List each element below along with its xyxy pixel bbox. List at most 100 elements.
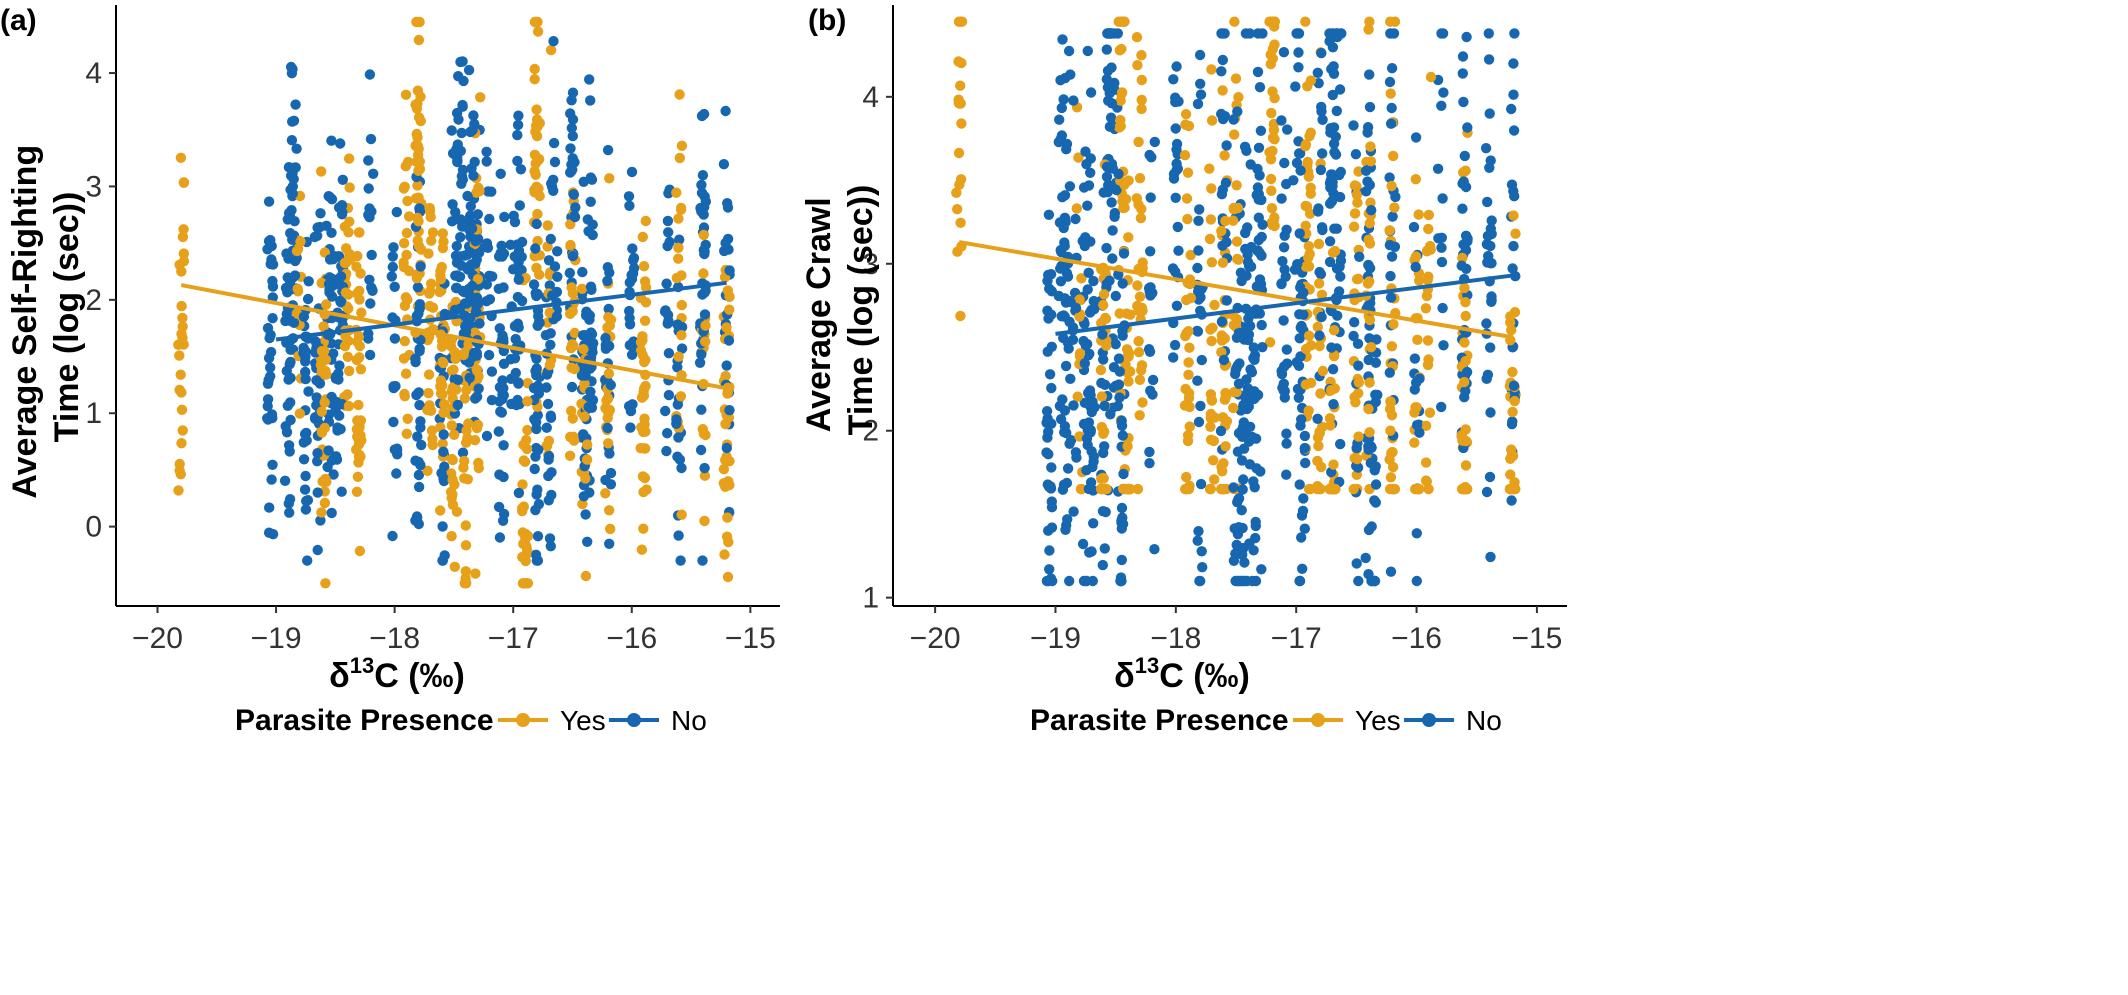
point-no: [540, 330, 552, 341]
point-no: [551, 311, 563, 322]
point-no: [1233, 378, 1245, 389]
point-yes: [676, 270, 687, 281]
point-yes: [603, 408, 614, 419]
point-yes: [1136, 74, 1148, 86]
point-no: [1485, 551, 1496, 563]
point-no: [481, 430, 493, 442]
point-no: [1296, 414, 1307, 425]
point-yes: [351, 288, 363, 299]
point-no: [541, 422, 552, 433]
point-no: [1335, 166, 1347, 178]
y-tick-label: 3: [862, 248, 879, 281]
point-no: [391, 468, 402, 479]
x-tick-label: −15: [725, 622, 776, 655]
point-no: [416, 439, 427, 451]
point-yes: [1326, 384, 1337, 396]
point-no: [1116, 554, 1128, 566]
panel-a-x-ticks: −20 −19 −18 −17 −16 −15: [132, 606, 776, 655]
point-yes: [1459, 282, 1470, 294]
point-no: [700, 285, 711, 296]
point-yes: [1182, 213, 1193, 225]
point-yes: [1205, 413, 1217, 424]
point-no: [513, 487, 525, 499]
point-no: [1233, 522, 1245, 533]
point-no: [1111, 184, 1122, 196]
point-no: [700, 196, 711, 207]
point-no: [494, 532, 506, 543]
point-yes: [1384, 454, 1395, 465]
point-no: [1296, 532, 1307, 543]
point-no: [1315, 164, 1327, 176]
point-no: [486, 186, 497, 197]
point-no: [1085, 477, 1097, 488]
point-yes: [676, 140, 688, 151]
point-yes: [177, 231, 189, 243]
point-no: [582, 536, 593, 547]
point-no: [569, 210, 580, 222]
point-no: [415, 459, 426, 471]
point-yes: [439, 399, 450, 410]
point-yes: [1424, 407, 1436, 418]
point-no: [1485, 240, 1496, 252]
point-no: [1083, 388, 1094, 399]
point-yes: [955, 174, 967, 185]
point-no: [1367, 575, 1378, 587]
point-yes: [1114, 308, 1125, 319]
point-yes: [437, 242, 449, 254]
point-no: [663, 348, 675, 359]
point-no: [1144, 346, 1156, 357]
superscript-13: 13: [350, 653, 374, 678]
point-yes: [700, 320, 711, 331]
point-yes: [721, 531, 733, 542]
point-yes: [1220, 441, 1231, 452]
point-yes: [1115, 114, 1126, 126]
point-no: [315, 208, 326, 219]
point-yes: [1120, 194, 1132, 205]
point-yes: [580, 473, 591, 484]
point-no: [1250, 532, 1261, 544]
point-no: [567, 87, 579, 98]
point-yes: [1220, 391, 1232, 402]
x-tick-label: −18: [369, 622, 420, 655]
point-no: [1480, 143, 1492, 154]
point-no: [1088, 275, 1099, 287]
point-no: [410, 353, 421, 364]
point-yes: [1217, 412, 1229, 423]
point-no: [364, 69, 376, 80]
point-no: [1508, 58, 1519, 69]
point-yes: [1420, 457, 1432, 468]
point-yes: [1076, 273, 1087, 284]
point-no: [1192, 325, 1203, 337]
point-no: [472, 298, 484, 309]
point-yes: [435, 274, 447, 285]
point-yes: [353, 331, 365, 342]
point-yes: [576, 283, 588, 294]
point-yes: [1182, 167, 1194, 178]
point-no: [1252, 182, 1264, 193]
point-no: [1170, 192, 1181, 203]
panel-a: (a) 0 1 2 3 4 −20 −19 −18 −17 −16 −15 Average Sel…: [0, 4, 780, 737]
point-yes: [724, 291, 735, 302]
point-no: [481, 238, 493, 249]
point-no: [455, 214, 466, 225]
point-yes: [1217, 483, 1228, 495]
point-no: [1062, 463, 1074, 474]
point-no: [664, 236, 675, 248]
point-no: [450, 206, 461, 218]
panel-label-b: (b): [808, 4, 846, 37]
point-yes: [1180, 109, 1192, 120]
point-yes: [603, 368, 615, 379]
point-yes: [459, 473, 470, 484]
point-no: [328, 469, 339, 480]
point-yes: [637, 471, 649, 482]
point-no: [1411, 528, 1423, 539]
point-no: [1248, 545, 1259, 556]
point-no: [1071, 452, 1082, 463]
point-no: [1364, 333, 1375, 344]
point-yes: [517, 479, 528, 490]
point-yes: [569, 327, 580, 339]
point-no: [450, 270, 461, 281]
point-yes: [423, 248, 434, 259]
point-no: [1172, 221, 1184, 233]
point-no: [544, 533, 556, 544]
